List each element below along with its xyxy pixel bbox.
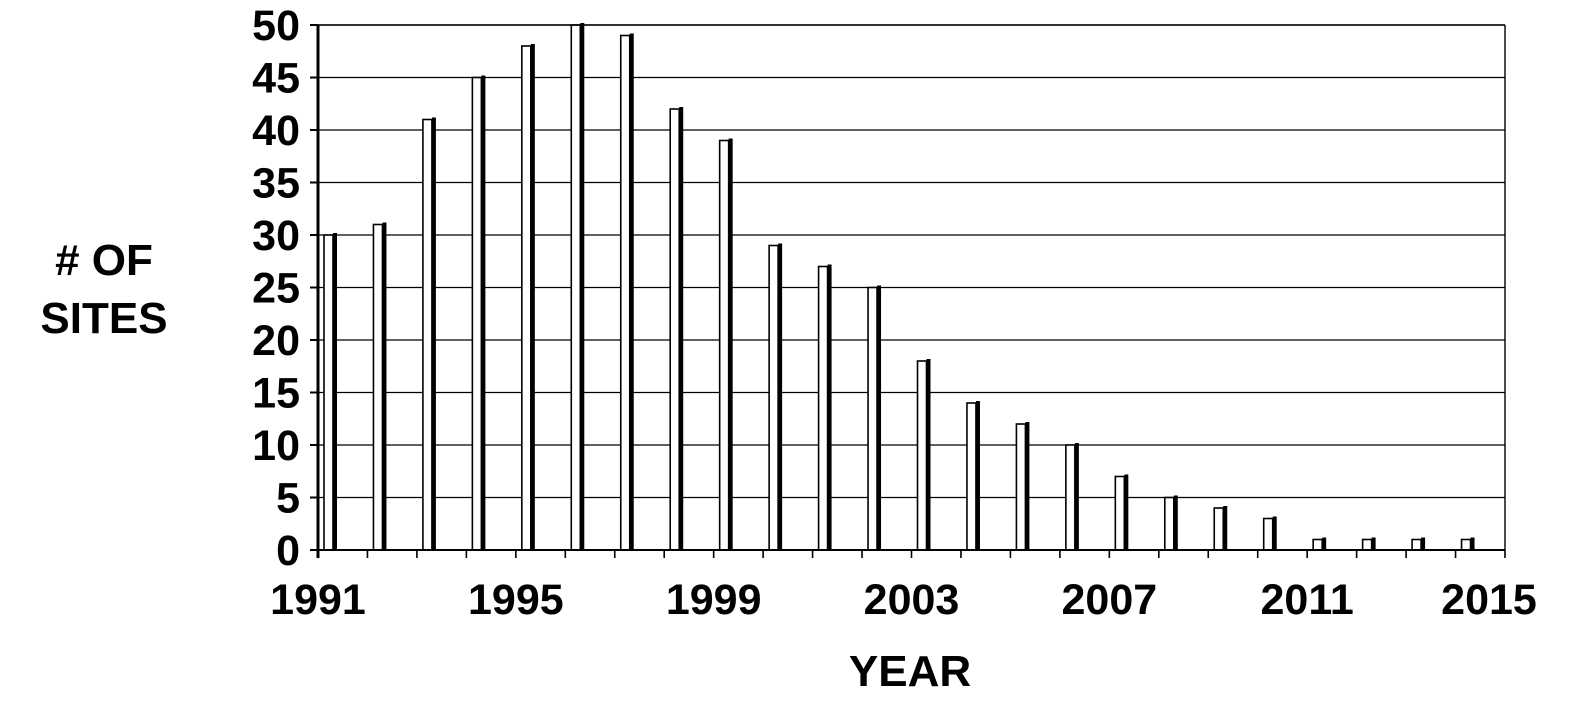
bar-2011-shadow [1322,537,1327,550]
bar-2005 [1015,422,1030,551]
bar-1995 [521,44,535,551]
bar-2012-face [1361,538,1373,551]
y-tick-label-30: 30 [252,212,300,260]
bar-1993 [422,117,436,551]
y-tick-label-10: 10 [252,422,300,470]
bar-1996 [570,23,585,551]
x-tick-label-2011: 2011 [1261,576,1354,624]
bar-1994-face [471,76,483,551]
bar-2007 [1114,474,1129,551]
axes [310,24,1506,558]
bar-2000-shadow [778,243,783,550]
bar-2014-face [1460,538,1472,551]
bar-2009-face [1213,507,1225,551]
bar-1998 [669,107,684,551]
bar-1991-face [323,234,334,551]
x-tick-label-1999: 1999 [666,576,762,624]
x-tick-labels: 1991 1995 1999 2003 2007 2011 2015 [270,576,1537,624]
bar-1998-shadow [679,107,684,550]
x-tick-label-1991: 1991 [270,576,366,624]
bar-2004 [966,401,980,551]
bar-2011-face [1312,538,1323,551]
bar-1997-shadow [629,33,634,550]
bar-1991-shadow [333,233,337,550]
bar-2001-shadow [827,264,832,550]
bar-2005-face [1015,423,1027,551]
bar-1997-face [619,34,631,551]
bar-2001 [817,264,832,551]
bar-2007-shadow [1124,474,1129,550]
y-tick-label-0: 0 [276,527,300,575]
bar-1998-face [669,108,681,551]
bar-2003 [916,359,931,551]
x-tick-label-2015: 2015 [1441,576,1537,624]
bar-2009-shadow [1223,506,1228,550]
bar-2000-face [768,244,779,551]
bar-1992-shadow [382,222,387,550]
bar-1995-face [521,45,532,551]
bar-2005-shadow [1025,422,1030,550]
bar-2013-face [1411,538,1422,551]
bar-2008-face [1163,496,1175,551]
bar-2002-face [867,286,878,551]
bars [323,23,1475,551]
bar-2010-face [1262,517,1274,551]
bar-2002 [867,285,882,551]
y-tick-label-35: 35 [252,160,300,208]
bar-2014 [1460,537,1475,551]
bar-1992 [372,222,387,551]
y-axis-label-line-1: # OF [55,236,153,285]
bar-2010 [1262,516,1277,551]
x-axis-label: YEAR [849,647,971,696]
y-tick-label-40: 40 [252,107,300,155]
bar-1996-shadow [580,23,585,550]
bar-1994-shadow [481,75,486,550]
bar-2012 [1361,537,1376,551]
bar-1993-shadow [431,117,436,550]
y-tick-label-50: 50 [252,2,300,50]
bar-2004-face [966,402,977,551]
bar-2004-shadow [975,401,980,550]
bar-2003-face [916,360,928,551]
y-tick-label-25: 25 [252,265,300,313]
y-axis-label-line-2: SITES [40,294,167,343]
bar-2001-face [817,265,829,551]
bar-2006-shadow [1074,443,1079,550]
bar-1999 [718,138,733,551]
bar-1999-shadow [728,138,733,550]
bar-2000 [768,243,783,551]
bar-2006 [1065,443,1079,551]
y-tick-label-5: 5 [276,475,300,523]
bar-2012-shadow [1371,537,1376,550]
y-tick-label-15: 15 [252,370,300,418]
y-tick-label-20: 20 [252,317,300,365]
x-tick-label-1995: 1995 [468,576,564,624]
bar-1994 [471,75,486,551]
y-tick-label-45: 45 [252,55,300,103]
bar-1993-face [422,118,433,551]
bar-2003-shadow [926,359,931,550]
x-tick-label-2007: 2007 [1061,576,1157,624]
bar-1995-shadow [530,44,535,550]
bar-2002-shadow [877,285,882,550]
bar-1999-face [718,139,730,551]
bar-1997 [619,33,634,551]
bar-2008 [1163,495,1178,551]
bar-2009 [1213,506,1228,551]
bar-1992-face [372,223,384,551]
bar-2011 [1312,537,1327,551]
bar-2013 [1411,537,1426,551]
bar-2014-shadow [1470,537,1475,550]
bar-2006-face [1065,444,1076,551]
bar-1996-face [570,24,582,551]
gridlines [318,24,1505,499]
x-tick-label-2003: 2003 [864,576,960,624]
bar-2007-face [1114,475,1126,551]
bar-2008-shadow [1173,495,1178,550]
bar-2013-shadow [1421,537,1426,550]
bar-1991 [323,233,337,551]
bar-2010-shadow [1272,516,1277,550]
